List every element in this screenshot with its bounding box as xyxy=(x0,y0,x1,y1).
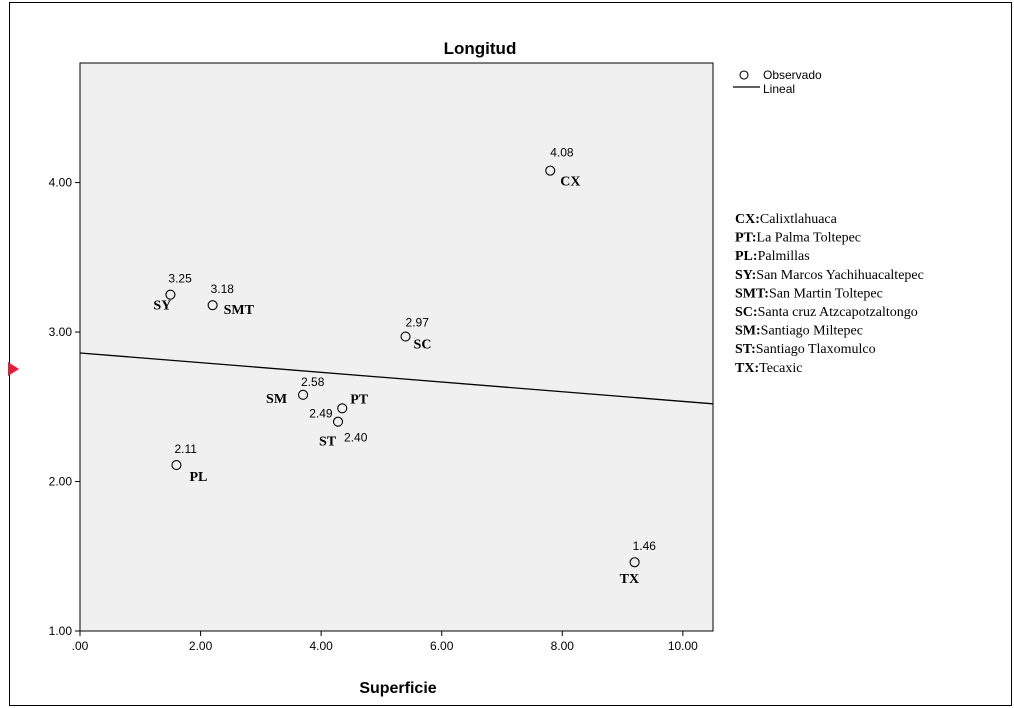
site-key-name: Santa cruz Atzcapotzaltongo xyxy=(758,305,918,320)
x-tick-label: .00 xyxy=(72,639,89,653)
point-code-sm: SM xyxy=(266,392,287,407)
site-key-name: Palmillas xyxy=(758,249,810,264)
data-point-pl xyxy=(171,460,182,471)
site-key-entry: ST:Santiago Tlaxomulco xyxy=(735,342,876,357)
site-key-entry: SY:San Marcos Yachihuacaltepec xyxy=(735,268,924,283)
point-code-cx: CX xyxy=(560,175,580,190)
value-label-sy: 3.25 xyxy=(168,272,192,286)
x-axis-label: Superficie xyxy=(359,680,436,697)
site-key-name: La Palma Toltepec xyxy=(757,231,862,246)
red-arrow-marker xyxy=(8,362,19,376)
point-code-pt: PT xyxy=(350,392,369,407)
site-key-name: San Marcos Yachihuacaltepec xyxy=(756,268,924,283)
point-code-st: ST xyxy=(319,435,337,450)
point-code-pl: PL xyxy=(189,470,207,485)
value-label-tx: 1.46 xyxy=(633,539,657,553)
legend-label: Lineal xyxy=(763,82,795,96)
data-point-sc xyxy=(400,331,411,342)
value-label-cx: 4.08 xyxy=(550,146,574,160)
legend-label: Observado xyxy=(763,68,822,82)
site-key-entry: PL:Palmillas xyxy=(735,249,810,264)
site-key-code: SY: xyxy=(735,268,756,283)
value-label-sm: 2.58 xyxy=(301,375,325,389)
y-tick-label: 2.00 xyxy=(49,475,73,489)
value-label-st: 2.40 xyxy=(344,431,368,445)
site-key-code: ST: xyxy=(735,342,756,357)
value-label-smt: 3.18 xyxy=(211,282,235,296)
value-label-pt: 2.49 xyxy=(309,406,333,420)
point-code-tx: TX xyxy=(620,572,639,587)
site-key-name: Santiago Miltepec xyxy=(761,324,863,339)
site-key-code: TX: xyxy=(735,361,759,376)
linear-fit-line xyxy=(79,352,714,405)
site-key-name: San Martin Toltepec xyxy=(769,286,883,301)
site-key-entry: TX:Tecaxic xyxy=(735,361,802,376)
data-point-smt xyxy=(207,300,218,311)
site-key-entry: PT:La Palma Toltepec xyxy=(735,231,861,246)
site-key-code: SC: xyxy=(735,305,758,320)
data-point-pt xyxy=(337,403,348,414)
chart-title: Longitud xyxy=(444,39,517,58)
data-point-tx xyxy=(629,557,640,568)
site-key-name: Calixtlahuaca xyxy=(760,212,838,227)
site-key-entry: CX:Calixtlahuaca xyxy=(735,212,838,227)
data-point-sy xyxy=(165,289,176,300)
y-tick-label: 1.00 xyxy=(49,624,73,638)
plot-area xyxy=(79,62,714,632)
site-key-entry: SMT:San Martin Toltepec xyxy=(735,286,883,301)
x-tick-label: 4.00 xyxy=(309,639,333,653)
site-key-entry: SC:Santa cruz Atzcapotzaltongo xyxy=(735,305,918,320)
x-tick-label: 8.00 xyxy=(551,639,575,653)
site-key-name: Tecaxic xyxy=(759,361,802,376)
point-code-sy: SY xyxy=(153,299,171,314)
x-tick-label: 2.00 xyxy=(189,639,213,653)
x-tick-label: 6.00 xyxy=(430,639,454,653)
site-key-code: SMT: xyxy=(735,286,769,301)
legend-marker-observado xyxy=(739,70,749,80)
data-point-sm xyxy=(298,389,309,400)
site-key-code: PL: xyxy=(735,249,758,264)
site-key-name: Santiago Tlaxomulco xyxy=(756,342,876,357)
site-key-code: CX: xyxy=(735,212,760,227)
y-tick-label: 4.00 xyxy=(49,176,73,190)
site-key-entry: SM:Santiago Miltepec xyxy=(735,324,863,339)
site-key-code: PT: xyxy=(735,231,757,246)
data-point-cx xyxy=(545,165,556,176)
site-key-code: SM: xyxy=(735,324,761,339)
y-tick-label: 3.00 xyxy=(49,325,73,339)
point-code-sc: SC xyxy=(414,338,432,353)
data-point-st xyxy=(332,416,344,427)
point-code-smt: SMT xyxy=(224,303,255,318)
x-tick-label: 10.00 xyxy=(668,639,698,653)
value-label-sc: 2.97 xyxy=(406,316,430,330)
value-label-pl: 2.11 xyxy=(174,442,197,456)
